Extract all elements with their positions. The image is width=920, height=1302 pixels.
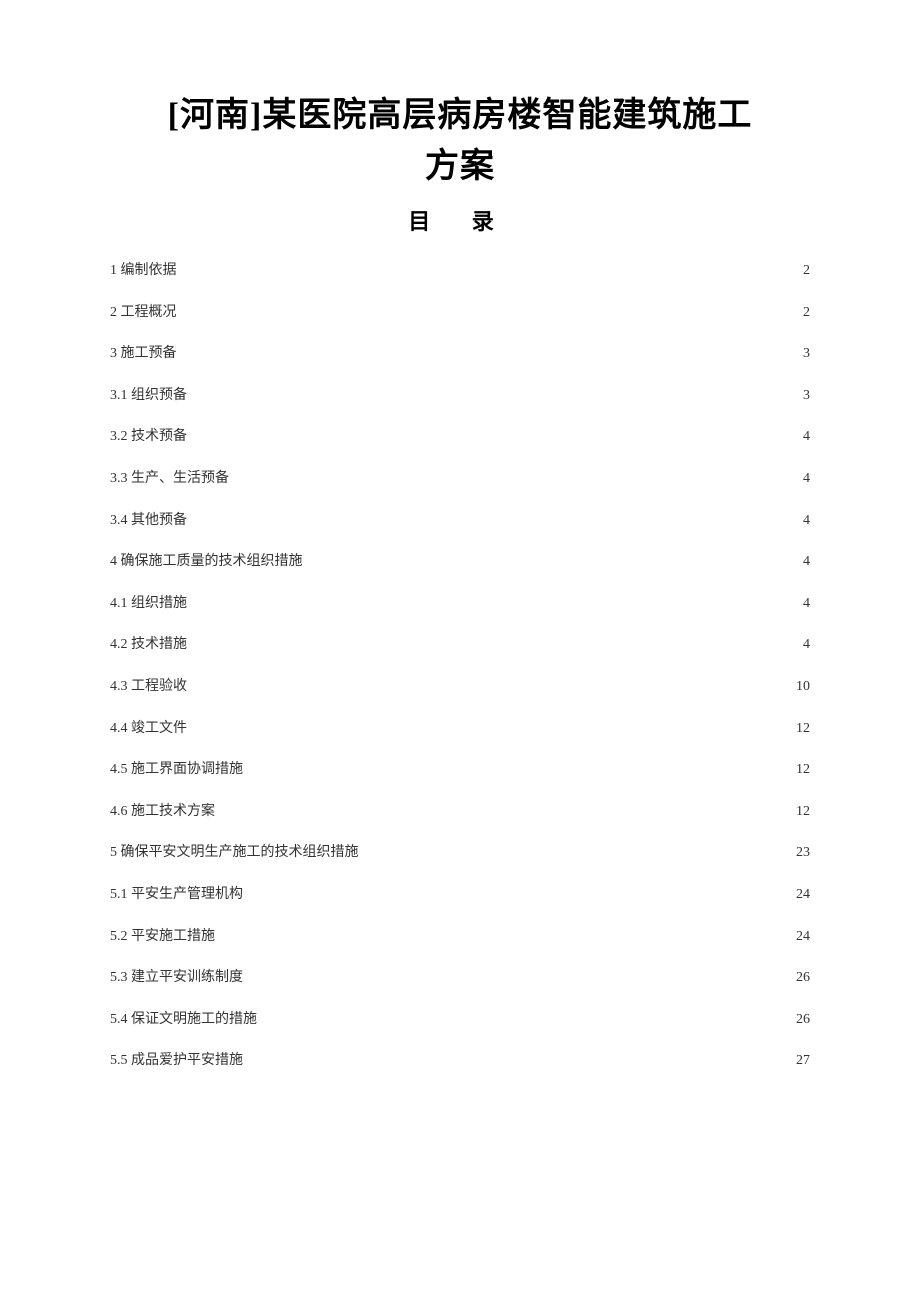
toc-entry-label: 3.4 其他预备 [110,511,187,531]
toc-entry-page: 3 [803,386,810,406]
toc-entry-label: 4.2 技术措施 [110,635,187,655]
toc-entry-label: 5.1 平安生产管理机构 [110,885,243,905]
toc-entry-page: 27 [796,1051,810,1071]
toc-entry-label: 3.3 生产、生活预备 [110,469,229,489]
toc-entry-page: 12 [796,760,810,780]
document-title-line1: [河南]某医院高层病房楼智能建筑施工 [110,90,810,141]
toc-entry: 5.2 平安施工措施 24 [110,927,810,947]
toc-entry: 3.1 组织预备 3 [110,386,810,406]
toc-entry: 5.1 平安生产管理机构 24 [110,885,810,905]
toc-entry: 4.4 竣工文件 12 [110,719,810,739]
toc-entry-label: 5.4 保证文明施工的措施 [110,1010,257,1030]
toc-entry-page: 4 [803,635,810,655]
toc-entry-page: 12 [796,719,810,739]
toc-entry-label: 4.1 组织措施 [110,594,187,614]
toc-entry-page: 2 [803,261,810,281]
toc-entry: 4.2 技术措施 4 [110,635,810,655]
toc-entry-page: 4 [803,511,810,531]
title-block: [河南]某医院高层病房楼智能建筑施工 方案 目 录 [110,90,810,236]
toc-entry-page: 23 [796,843,810,863]
toc-entry-page: 4 [803,552,810,572]
toc-entry-page: 26 [796,968,810,988]
toc-entry-label: 4.5 施工界面协调措施 [110,760,243,780]
toc-entry: 5.5 成品爱护平安措施 27 [110,1051,810,1071]
toc-entry-label: 4 确保施工质量的技术组织措施 [110,552,303,572]
toc-entry-label: 5.5 成品爱护平安措施 [110,1051,243,1071]
toc-entry-page: 4 [803,594,810,614]
toc-entry-page: 10 [796,677,810,697]
toc-entry-page: 2 [803,303,810,323]
toc-entry: 3 施工预备 3 [110,344,810,364]
toc-entry-label: 5.2 平安施工措施 [110,927,215,947]
toc-entry-page: 4 [803,427,810,447]
toc-entry-page: 24 [796,927,810,947]
toc-entry: 4.5 施工界面协调措施 12 [110,760,810,780]
toc-entry-label: 5 确保平安文明生产施工的技术组织措施 [110,843,359,863]
toc-list: 1 编制依据22 工程概况23 施工预备33.1 组织预备33.2 技术预备43… [110,261,810,1071]
toc-entry-page: 4 [803,469,810,489]
toc-entry-page: 12 [796,802,810,822]
toc-entry-label: 1 编制依据 [110,261,177,281]
toc-entry: 1 编制依据 2 [110,261,810,281]
toc-entry-page: 26 [796,1010,810,1030]
toc-entry-label: 3.1 组织预备 [110,386,187,406]
toc-entry: 5.4 保证文明施工的措施 26 [110,1010,810,1030]
toc-entry-label: 3.2 技术预备 [110,427,187,447]
toc-entry: 4.3 工程验收 10 [110,677,810,697]
toc-entry: 3.3 生产、生活预备 4 [110,469,810,489]
toc-entry-label: 2 工程概况 [110,303,177,323]
toc-entry-page: 3 [803,344,810,364]
document-title-line2: 方案 [110,141,810,192]
toc-entry: 2 工程概况 2 [110,303,810,323]
toc-entry-label: 4.6 施工技术方案 [110,802,215,822]
toc-entry: 4 确保施工质量的技术组织措施 4 [110,552,810,572]
toc-entry-page: 24 [796,885,810,905]
toc-entry: 4.6 施工技术方案 12 [110,802,810,822]
toc-entry: 5 确保平安文明生产施工的技术组织措施 23 [110,843,810,863]
toc-entry: 3.2 技术预备 4 [110,427,810,447]
toc-entry: 4.1 组织措施 4 [110,594,810,614]
toc-entry-label: 4.4 竣工文件 [110,719,187,739]
toc-entry-label: 5.3 建立平安训练制度 [110,968,243,988]
toc-entry-label: 4.3 工程验收 [110,677,187,697]
toc-entry-label: 3 施工预备 [110,344,177,364]
toc-entry: 3.4 其他预备 4 [110,511,810,531]
toc-entry: 5.3 建立平安训练制度 26 [110,968,810,988]
toc-heading: 目 录 [110,204,810,236]
